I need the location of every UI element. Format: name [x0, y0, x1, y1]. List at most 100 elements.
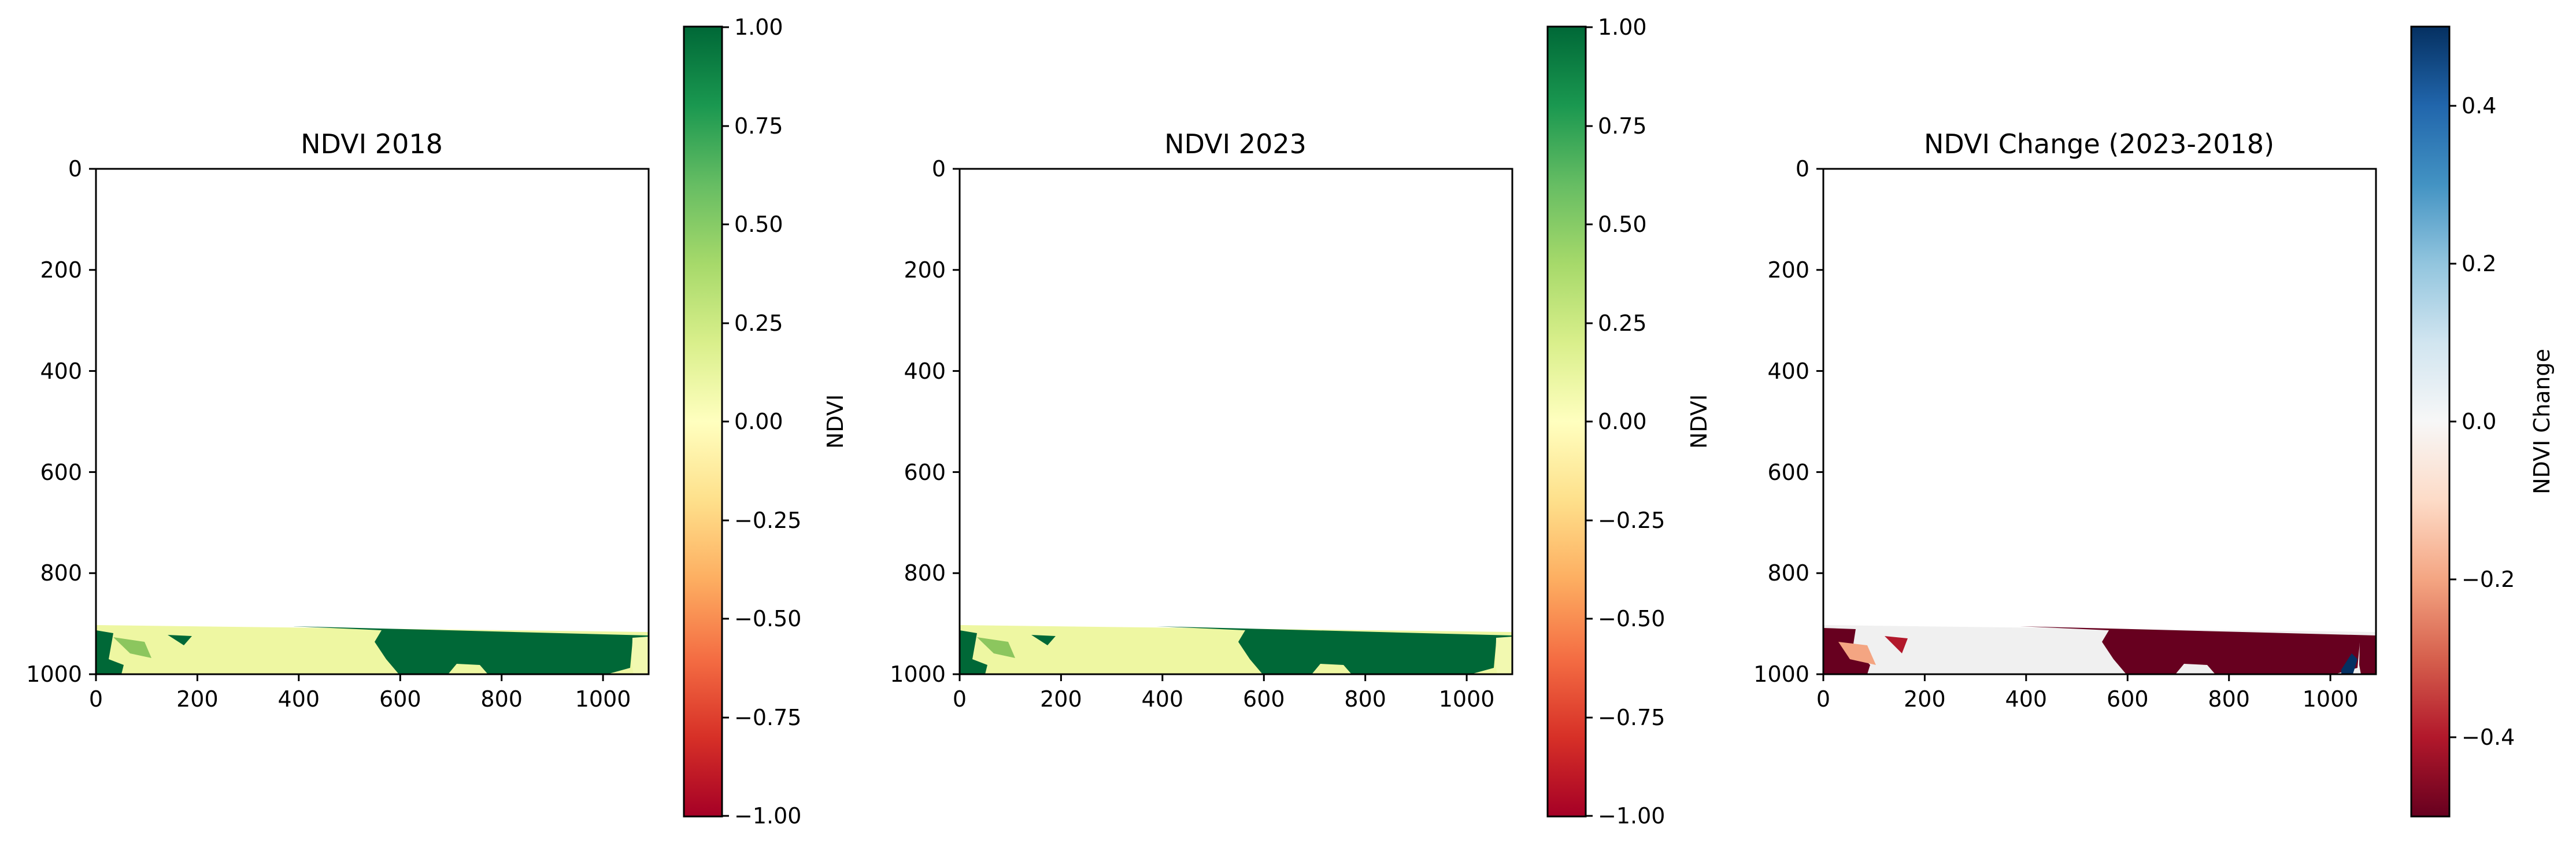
y-tick-label: 600 — [904, 460, 946, 485]
y-tick-label: 1000 — [1753, 661, 1809, 687]
ndvi-patch-mid — [977, 637, 1015, 658]
x-tick-label: 1000 — [1439, 686, 1495, 712]
plot-frame — [1822, 168, 2377, 675]
x-tick-label: 800 — [480, 686, 523, 712]
panel-ndvi-2018: NDVI 2018 0 200 400 600 800 1000 — [26, 14, 848, 829]
y-tick-label: 1000 — [26, 661, 82, 687]
y-tick-label: 1000 — [890, 661, 946, 687]
colorbar-gradient — [2411, 27, 2449, 816]
ndvi-band-high — [293, 626, 649, 674]
colorbar-label: NDVI — [1686, 394, 1712, 449]
x-tick-label: 800 — [1344, 686, 1386, 712]
colorbar-tick-label: −0.50 — [1598, 606, 1665, 631]
colorbar-tick-label: 1.00 — [1598, 14, 1647, 40]
change-patch-mild — [1838, 642, 1876, 665]
y-tick-label: 0 — [932, 156, 946, 182]
heatmap-image — [96, 625, 649, 674]
panel-ndvi-change: NDVI Change (2023-2018) 0 200 400 600 80… — [1753, 25, 2555, 818]
x-tick-label: 200 — [176, 686, 219, 712]
x-ticks: 0 200 400 600 800 1000 — [953, 674, 1495, 712]
colorbar-label: NDVI — [823, 394, 848, 449]
ndvi-band-high — [1156, 626, 1512, 674]
x-tick-label: 400 — [2005, 686, 2048, 712]
y-tick-label: 0 — [1796, 156, 1809, 182]
x-tick-label: 0 — [1816, 686, 1830, 712]
y-tick-label: 600 — [1767, 460, 1809, 485]
colorbar-tick-label: −1.00 — [734, 803, 801, 829]
colorbar-gradient — [684, 27, 722, 816]
x-tick-label: 200 — [1040, 686, 1082, 712]
x-ticks: 0 200 400 600 800 1000 — [89, 674, 631, 712]
x-tick-label: 600 — [2107, 686, 2149, 712]
y-tick-label: 200 — [904, 257, 946, 283]
colorbar-tick-label: 0.25 — [734, 311, 783, 336]
colorbar: 1.00 0.75 0.50 0.25 0.00 −0.25 −0.50 −0.… — [1546, 14, 1712, 829]
change-band-negative — [2020, 626, 2376, 674]
ndvi-patch-low — [1496, 637, 1512, 674]
y-ticks: 0 200 400 600 800 1000 — [1753, 156, 1823, 687]
change-patch-positive — [2341, 653, 2357, 674]
colorbar-tick-label: 0.50 — [1598, 212, 1647, 237]
y-tick-label: 400 — [1767, 359, 1809, 384]
x-tick-label: 0 — [89, 686, 103, 712]
colorbar-gradient — [1548, 27, 1586, 816]
panel-title: NDVI 2018 — [301, 128, 443, 160]
y-tick-label: 800 — [1767, 560, 1809, 586]
x-tick-label: 400 — [278, 686, 320, 712]
x-tick-label: 1000 — [2303, 686, 2359, 712]
colorbar-tick-label: 0.50 — [734, 212, 783, 237]
ndvi-patch-high-2 — [168, 635, 192, 645]
colorbar-tick-label: 0.2 — [2462, 251, 2496, 276]
x-tick-label: 0 — [953, 686, 967, 712]
x-tick-label: 600 — [379, 686, 421, 712]
x-tick-label: 800 — [2208, 686, 2250, 712]
colorbar-tick-label: −0.25 — [734, 508, 801, 533]
colorbar-tick-label: 0.0 — [2462, 409, 2496, 434]
heatmap-image — [1823, 625, 2376, 674]
y-tick-label: 400 — [904, 359, 946, 384]
plot-frame — [958, 168, 1513, 675]
colorbar-tick-label: −1.00 — [1598, 803, 1665, 829]
y-tick-label: 400 — [40, 359, 82, 384]
y-tick-label: 800 — [40, 560, 82, 586]
colorbar-tick-label: 0.00 — [734, 409, 783, 434]
x-tick-label: 200 — [1904, 686, 1946, 712]
colorbar-tick-label: −0.2 — [2462, 567, 2515, 592]
colorbar-tick-label: −0.4 — [2462, 725, 2515, 750]
ndvi-patch-mid — [113, 637, 151, 658]
y-tick-label: 200 — [1767, 257, 1809, 283]
colorbar-tick-label: 0.4 — [2462, 93, 2496, 119]
colorbar-tick-label: 0.00 — [1598, 409, 1647, 434]
ndvi-patch-high-2 — [1031, 635, 1056, 645]
colorbar-tick-label: 0.25 — [1598, 311, 1647, 336]
plot-frame — [95, 168, 650, 675]
colorbar-tick-label: −0.25 — [1598, 508, 1665, 533]
ndvi-patch-low — [632, 637, 649, 674]
panel-title: NDVI 2023 — [1164, 128, 1306, 160]
colorbar-tick-label: −0.50 — [734, 606, 801, 631]
colorbar-tick-label: −0.75 — [1598, 705, 1665, 730]
change-patch-edge — [2359, 637, 2376, 674]
x-ticks: 0 200 400 600 800 1000 — [1816, 674, 2359, 712]
colorbar: 0.4 0.2 0.0 −0.2 −0.4 NDVI Change — [2410, 25, 2555, 818]
ndvi-patch-high — [96, 630, 124, 674]
panel-ndvi-2023: NDVI 2023 0 200 400 600 800 1000 — [890, 14, 1712, 829]
panel-title: NDVI Change (2023-2018) — [1924, 128, 2274, 160]
x-tick-label: 400 — [1142, 686, 1184, 712]
colorbar-tick-label: −0.75 — [734, 705, 801, 730]
y-ticks: 0 200 400 600 800 1000 — [890, 156, 960, 687]
heatmap-image — [960, 625, 1512, 674]
x-tick-label: 1000 — [575, 686, 631, 712]
colorbar-tick-label: 1.00 — [734, 14, 783, 40]
y-ticks: 0 200 400 600 800 1000 — [26, 156, 96, 687]
colorbar: 1.00 0.75 0.50 0.25 0.00 −0.25 −0.50 −0.… — [683, 14, 848, 829]
change-patch-negative-2 — [1885, 636, 1908, 653]
y-tick-label: 200 — [40, 257, 82, 283]
colorbar-label: NDVI Change — [2529, 349, 2555, 494]
y-tick-label: 0 — [68, 156, 82, 182]
colorbar-tick-label: 0.75 — [1598, 113, 1647, 139]
y-tick-label: 600 — [40, 460, 82, 485]
ndvi-patch-high — [960, 630, 987, 674]
colorbar-tick-label: 0.75 — [734, 113, 783, 139]
